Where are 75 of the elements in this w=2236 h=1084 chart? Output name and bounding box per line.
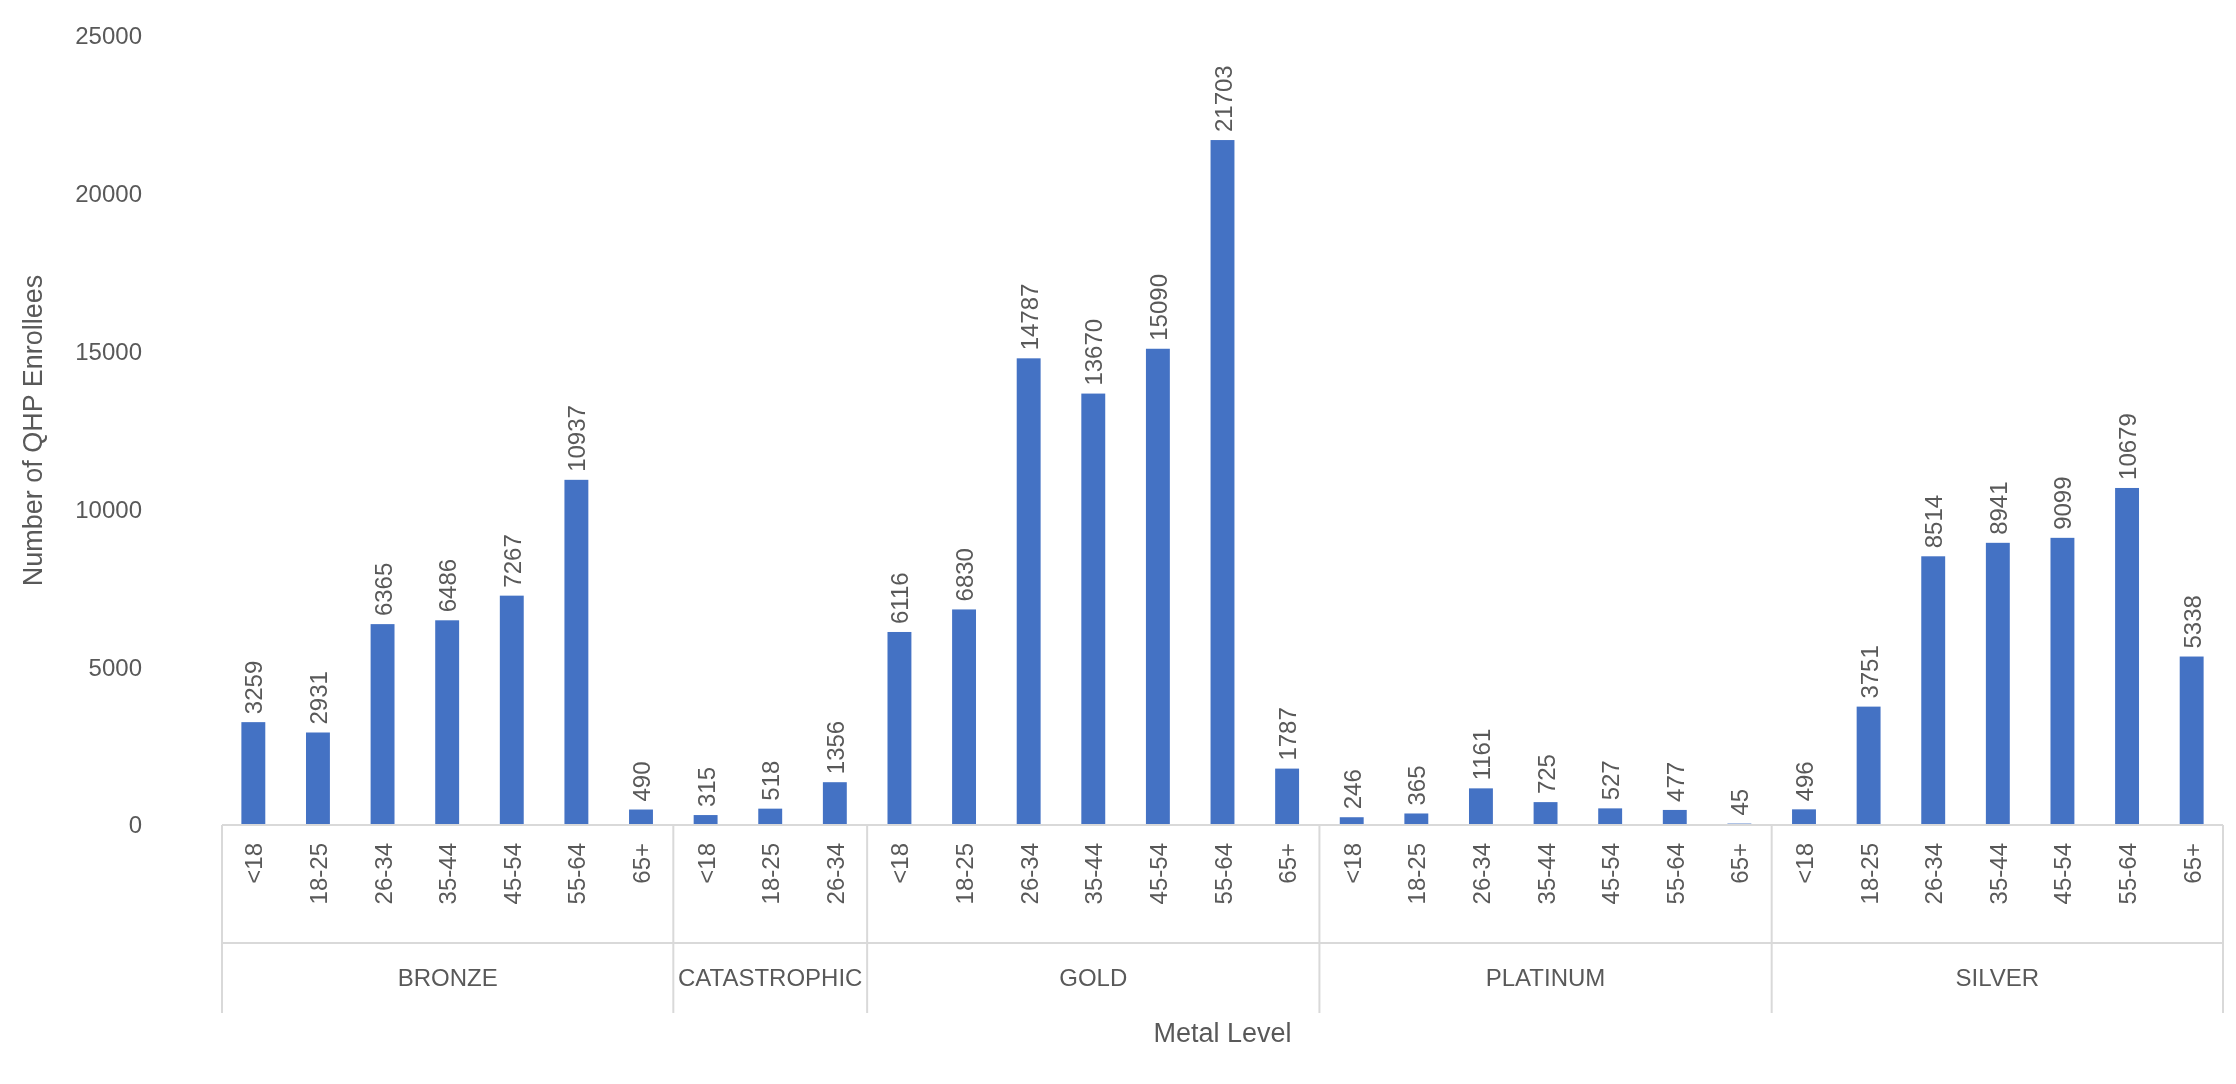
data-label: 13670: [1080, 318, 1108, 386]
text: GOLD: [1059, 964, 1128, 991]
x-tick-label: 65+: [2178, 843, 2206, 884]
x-tick-label: <18: [240, 843, 268, 884]
data-label: 477: [1661, 761, 1689, 802]
x-tick-label: 18-25: [1403, 843, 1431, 905]
data-label: 8941: [1984, 481, 2012, 535]
x-tick-label: 65+: [1726, 843, 1754, 884]
data-label: 527: [1597, 760, 1625, 801]
text: CATASTROPHIC: [678, 964, 863, 991]
data-label: 10679: [2114, 413, 2142, 480]
data-label: 490: [628, 761, 655, 802]
x-tick-label: 35-44: [434, 843, 462, 905]
data-label: 9099: [2049, 476, 2077, 530]
data-label: 315: [692, 767, 720, 808]
data-label: 725: [1532, 754, 1560, 795]
x-axis-title: Metal Level: [1153, 1018, 1292, 1048]
y-tick-label: 20000: [75, 180, 142, 208]
x-tick-label: 65+: [1274, 843, 1302, 884]
data-label: 6365: [369, 562, 397, 617]
text: SILVER: [1955, 964, 2040, 991]
data-label: 1356: [821, 720, 849, 775]
x-tick-label: 18-25: [304, 843, 332, 905]
data-label: 3751: [1855, 645, 1883, 699]
x-tick-label: 26-34: [369, 843, 397, 905]
data-label: 6486: [434, 558, 462, 613]
x-tick-label: 55-64: [563, 843, 591, 905]
data-label: 45: [1726, 788, 1754, 816]
data-label: 6830: [951, 548, 979, 602]
text: PLATINUM: [1485, 964, 1606, 991]
x-tick-label: <18: [886, 843, 914, 884]
x-tick-label: <18: [1791, 843, 1818, 884]
x-tick-label: 35-44: [1984, 843, 2012, 905]
x-tick-label: 55-64: [1209, 843, 1237, 905]
y-tick-label: 5000: [88, 653, 142, 681]
x-tick-label: 55-64: [1661, 843, 1689, 905]
y-tick-label: 15000: [75, 338, 142, 365]
x-tick-label: 35-44: [1532, 843, 1560, 905]
x-tick-label: 45-54: [1597, 843, 1625, 905]
x-tick-label: 45-54: [1144, 843, 1172, 905]
data-label: 21703: [1209, 65, 1237, 133]
x-tick-label: 26-34: [1920, 843, 1948, 905]
y-axis-title: Number of QHP Enrollees: [18, 274, 48, 587]
x-tick-label: <18: [692, 843, 720, 884]
data-label: 6116: [886, 572, 914, 624]
data-label: 496: [1791, 761, 1818, 802]
y-tick-label: 25000: [75, 22, 142, 50]
data-label: 1787: [1274, 707, 1302, 761]
x-tick-label: 26-34: [1015, 843, 1043, 905]
y-tick-label: 10000: [75, 495, 142, 523]
x-tick-label: 65+: [628, 843, 655, 884]
x-tick-label: 45-54: [498, 843, 526, 905]
data-label: 365: [1403, 765, 1431, 806]
data-label: 3259: [240, 660, 268, 715]
data-label: 2931: [304, 671, 332, 725]
data-label: 246: [1338, 769, 1366, 810]
data-label: 8514: [1920, 494, 1948, 549]
x-tick-label: 26-34: [1467, 843, 1495, 905]
x-tick-label: 35-44: [1080, 843, 1108, 905]
data-label: 518: [757, 760, 785, 801]
x-tick-label: 55-64: [2114, 843, 2142, 905]
data-label: 5338: [2178, 595, 2206, 649]
data-label: 15090: [1144, 274, 1172, 341]
x-tick-label: <18: [1338, 843, 1366, 884]
text: BRONZE: [397, 964, 498, 991]
y-tick-label: 0: [128, 811, 142, 839]
data-label: 7267: [498, 534, 526, 588]
data-label: 10937: [563, 405, 591, 472]
x-tick-label: 26-34: [821, 843, 849, 905]
data-label: 14787: [1015, 283, 1043, 351]
x-tick-label: 18-25: [1855, 843, 1883, 905]
x-tick-label: 45-54: [2049, 843, 2077, 905]
x-tick-label: 18-25: [757, 843, 785, 905]
x-tick-label: 18-25: [951, 843, 979, 905]
data-label: 1161: [1467, 728, 1495, 781]
